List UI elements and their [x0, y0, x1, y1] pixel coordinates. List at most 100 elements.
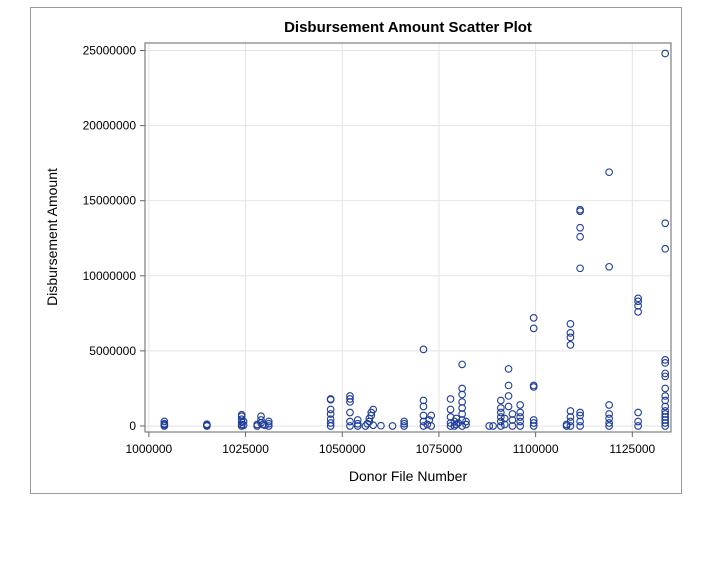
data-point [419, 411, 428, 420]
x-tick-label: 1050000 [319, 442, 366, 456]
data-point [508, 410, 517, 418]
y-axis: 0 5000000 10000000 15000000 20000000 25000000 [83, 44, 145, 433]
data-point [346, 417, 354, 426]
data-point [661, 419, 670, 427]
data-point [160, 417, 169, 426]
data-point [634, 294, 642, 303]
data-point [264, 417, 273, 426]
y-axis-label: Disbursement Amount [44, 168, 60, 306]
data-point [566, 407, 575, 415]
data-point [576, 408, 584, 417]
data-point [605, 168, 613, 177]
data-point [353, 416, 362, 424]
data-point [388, 422, 397, 430]
data-point [605, 262, 613, 271]
data-point [326, 405, 335, 414]
data-point [661, 402, 670, 411]
data-point [529, 419, 538, 427]
data-point [419, 396, 428, 405]
data-point [576, 411, 584, 420]
data-point [605, 414, 613, 423]
x-tick-label: 1125000 [609, 442, 655, 456]
data-point [326, 415, 335, 424]
data-point [253, 420, 262, 429]
data-point [353, 419, 362, 428]
data-point [496, 422, 505, 430]
data-point [661, 407, 670, 415]
y-tick-label: 25000000 [83, 44, 137, 58]
data-point [346, 422, 354, 430]
data-point [576, 205, 584, 214]
data-point [427, 422, 436, 430]
data-point [239, 417, 248, 426]
y-tick-label: 0 [129, 419, 136, 433]
chart-title: Disbursement Amount Scatter Plot [284, 19, 532, 36]
data-point [239, 421, 248, 430]
data-point [661, 410, 670, 418]
data-point [605, 419, 613, 427]
data-point [634, 422, 642, 430]
data-point [446, 395, 455, 403]
x-axis-label: Donor File Number [349, 468, 468, 484]
data-point [516, 422, 525, 430]
data-point [419, 422, 428, 430]
data-point [257, 412, 265, 421]
x-axis: 1000000 1025000 1050000 1075000 1100000 11250… [126, 432, 656, 456]
data-point [462, 417, 470, 426]
data-point [576, 417, 584, 426]
data-point [661, 413, 670, 421]
data-point [400, 422, 408, 430]
y-tick-label: 15000000 [83, 194, 137, 208]
data-point [661, 356, 670, 364]
data-point [446, 405, 455, 414]
data-point [496, 404, 505, 412]
data-point [508, 422, 517, 430]
data-point [346, 395, 354, 403]
data-point [516, 417, 525, 426]
data-point [326, 419, 335, 427]
data-point [500, 414, 509, 423]
data-point [634, 408, 642, 417]
data-point [566, 422, 575, 430]
data-point [203, 420, 211, 429]
data-point [661, 422, 670, 430]
data-point [369, 421, 378, 430]
data-point [504, 381, 513, 390]
x-tick-label: 1025000 [222, 442, 269, 456]
data-point [529, 324, 538, 333]
data-point [576, 223, 584, 232]
data-point [353, 422, 362, 430]
data-point [427, 411, 436, 420]
data-point [529, 422, 538, 430]
data-point [566, 413, 575, 421]
data-point [516, 413, 525, 421]
data-point [529, 416, 538, 424]
data-point [496, 396, 505, 405]
data-point [504, 402, 513, 411]
data-point [458, 390, 466, 399]
data-point [504, 392, 513, 400]
data-point [458, 410, 466, 418]
data-point [458, 398, 466, 406]
plot-area [144, 42, 672, 433]
data-point [423, 420, 432, 429]
data-point [529, 314, 538, 322]
data-point [458, 422, 466, 430]
data-point [566, 333, 575, 342]
data-point [326, 395, 335, 404]
data-point [361, 422, 370, 430]
data-point [346, 392, 354, 400]
data-point [605, 410, 613, 418]
data-point [634, 297, 642, 306]
data-point [346, 408, 354, 417]
data-point [634, 417, 642, 426]
data-point [237, 410, 246, 419]
data-point [257, 416, 265, 424]
data-point [377, 421, 385, 430]
data-point [576, 264, 584, 273]
grid-lines [145, 43, 671, 432]
data-point [661, 49, 670, 58]
data-point [634, 307, 642, 316]
data-point [264, 419, 273, 428]
